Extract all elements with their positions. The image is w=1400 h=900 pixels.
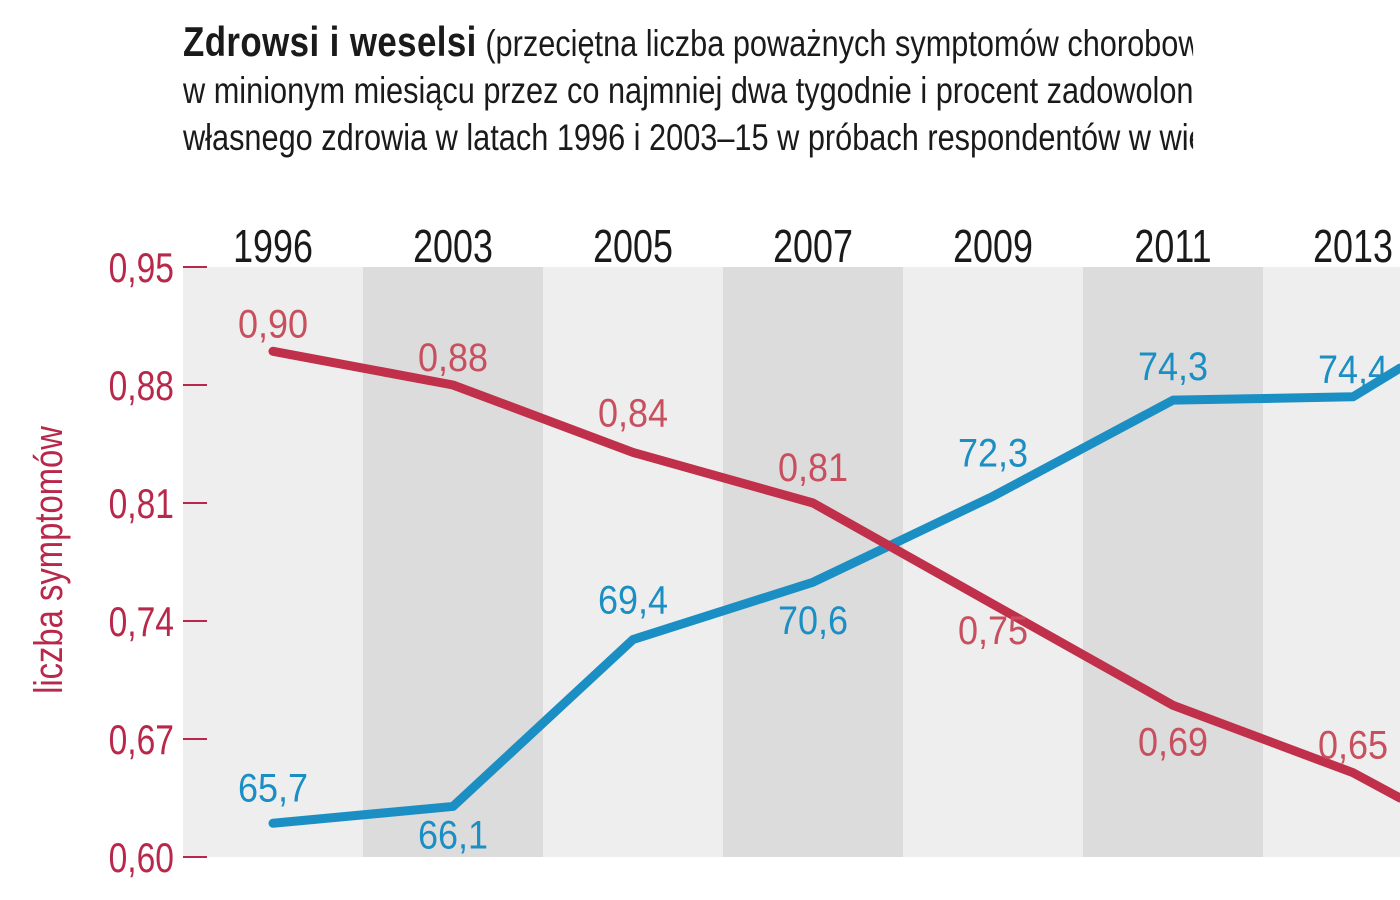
data-label-satisfaction: 65,7 bbox=[238, 767, 308, 811]
series-line-symptoms bbox=[268, 346, 1400, 803]
series-line-satisfaction bbox=[268, 363, 1400, 828]
y-tick-label: 0,60 bbox=[109, 836, 174, 882]
data-label-symptoms: 0,69 bbox=[1138, 721, 1208, 765]
category-label: 2011 bbox=[1134, 221, 1211, 272]
data-label-symptoms: 0,84 bbox=[598, 392, 668, 436]
band-2003 bbox=[363, 267, 543, 857]
data-label-symptoms: 0,75 bbox=[958, 609, 1028, 653]
category-label: 2005 bbox=[593, 221, 673, 272]
data-label-satisfaction: 72,3 bbox=[958, 432, 1028, 476]
band-2007 bbox=[723, 267, 903, 857]
x-axis-categories: 1996 2003 2005 2007 2009 2011 2013 bbox=[233, 221, 1393, 272]
y-tick-label: 0,88 bbox=[109, 364, 174, 410]
data-labels: 0,90 0,88 0,84 0,81 0,75 0,69 0,65 65,7 66,1 69,4… bbox=[238, 303, 1388, 858]
y-tick-label: 0,67 bbox=[109, 718, 174, 764]
title-bold: Zdrowsi i weselsi bbox=[183, 18, 477, 65]
data-label-symptoms: 0,88 bbox=[418, 336, 488, 380]
band-2009 bbox=[903, 267, 1083, 857]
data-label-satisfaction: 70,6 bbox=[778, 600, 848, 644]
category-label: 2009 bbox=[953, 221, 1033, 272]
title-line-3: własnego zdrowia w latach 1996 i 2003–15… bbox=[183, 117, 1194, 158]
y-tick-label: 0,95 bbox=[109, 246, 174, 292]
chart-title: Zdrowsi i weselsi (przeciętna liczba pow… bbox=[183, 18, 1193, 161]
title-line-1: Zdrowsi i weselsi (przeciętna liczba pow… bbox=[183, 18, 1193, 67]
category-label: 2013 bbox=[1313, 221, 1393, 272]
title-rest: (przeciętna liczba poważnych symptomów c… bbox=[485, 23, 1194, 64]
series-lines bbox=[268, 346, 1400, 828]
category-label: 2003 bbox=[413, 221, 493, 272]
data-label-satisfaction: 69,4 bbox=[598, 579, 668, 623]
data-label-satisfaction: 74,4 bbox=[1318, 348, 1388, 392]
category-label: 1996 bbox=[233, 221, 313, 272]
data-label-symptoms: 0,90 bbox=[238, 303, 308, 347]
band-2005 bbox=[543, 267, 723, 857]
band-2011 bbox=[1083, 267, 1263, 857]
category-label: 2007 bbox=[773, 221, 853, 272]
y-tick-label: 0,81 bbox=[109, 482, 174, 528]
data-label-satisfaction: 66,1 bbox=[418, 814, 488, 858]
band-2013 bbox=[1263, 267, 1400, 857]
y-axis: 0,95 0,88 0,81 0,74 0,67 0,60 bbox=[109, 246, 207, 882]
title-line-2: w minionym miesiącu przez co najmniej dw… bbox=[183, 70, 1194, 111]
y-tick-label: 0,74 bbox=[109, 600, 174, 646]
data-label-satisfaction: 74,3 bbox=[1138, 345, 1208, 389]
category-bands bbox=[183, 267, 1400, 857]
data-label-symptoms: 0,65 bbox=[1318, 724, 1388, 768]
y-axis-label: liczba symptomów bbox=[26, 426, 71, 694]
data-label-symptoms: 0,81 bbox=[778, 446, 848, 490]
